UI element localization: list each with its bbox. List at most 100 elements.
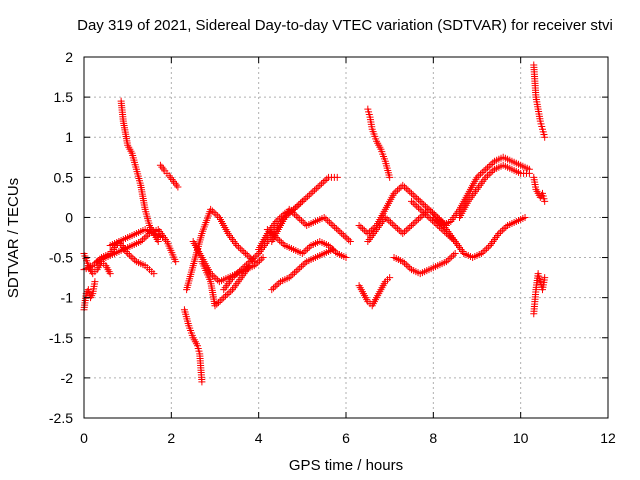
data-point <box>235 267 243 275</box>
data-point <box>399 229 407 237</box>
data-point <box>265 227 273 235</box>
data-points <box>80 61 549 386</box>
data-point <box>251 253 259 261</box>
data-point <box>275 279 283 287</box>
data-point <box>483 172 491 180</box>
data-point <box>297 199 305 207</box>
data-point <box>257 255 265 263</box>
series-arc-02 <box>80 278 99 314</box>
data-point <box>213 300 221 308</box>
data-point <box>387 218 395 226</box>
data-point <box>254 258 262 266</box>
data-point <box>142 233 150 241</box>
data-point <box>495 229 503 237</box>
data-point <box>300 248 308 256</box>
data-point <box>242 261 250 269</box>
y-tick-label: 0 <box>65 209 73 225</box>
data-point <box>331 223 339 231</box>
data-point <box>290 269 298 277</box>
data-point <box>227 287 235 295</box>
data-point <box>325 242 333 250</box>
series-arc-26 <box>530 173 549 205</box>
data-point <box>399 258 407 266</box>
data-point <box>477 250 485 258</box>
data-point <box>333 173 341 181</box>
data-point <box>406 264 414 272</box>
data-point <box>322 215 330 223</box>
data-point <box>418 199 426 207</box>
data-point <box>355 221 363 229</box>
data-point <box>448 253 456 261</box>
data-point <box>408 221 415 229</box>
data-point <box>402 261 410 269</box>
x-tick-label: 0 <box>80 430 88 446</box>
data-point <box>430 210 438 218</box>
data-point <box>482 173 490 181</box>
y-tick-label: 2 <box>65 49 73 65</box>
data-point <box>323 175 331 183</box>
data-point <box>401 259 409 267</box>
data-point <box>223 290 231 298</box>
data-point <box>541 197 549 205</box>
data-point <box>394 186 402 194</box>
data-point <box>437 225 445 233</box>
data-point <box>392 223 400 231</box>
data-point <box>416 205 424 213</box>
data-point <box>259 254 267 262</box>
data-point <box>395 185 403 193</box>
data-point <box>319 178 327 186</box>
data-point <box>287 207 295 215</box>
data-point <box>423 212 431 220</box>
data-point <box>233 242 241 250</box>
data-point <box>276 237 284 245</box>
data-point <box>239 264 247 272</box>
data-point <box>404 262 412 270</box>
data-point <box>481 246 489 254</box>
data-point <box>431 215 439 223</box>
data-point <box>406 188 414 196</box>
data-point <box>478 169 486 177</box>
data-point <box>298 250 306 258</box>
data-point <box>273 281 281 289</box>
series-arc-16 <box>268 246 337 294</box>
data-point <box>292 267 300 275</box>
series-arc-06 <box>117 97 162 246</box>
data-point <box>243 251 251 259</box>
data-point <box>385 217 393 225</box>
data-point <box>404 225 412 233</box>
data-point <box>498 226 506 234</box>
axis-ticks <box>83 56 609 419</box>
data-point <box>304 193 312 201</box>
data-point <box>277 238 285 246</box>
data-point <box>436 220 444 228</box>
data-point <box>293 202 301 210</box>
data-point <box>435 218 443 226</box>
data-point <box>289 270 297 278</box>
data-point <box>425 205 433 213</box>
data-point <box>253 251 261 259</box>
data-point <box>248 256 256 264</box>
data-point <box>238 246 246 254</box>
series-arc-14 <box>263 225 350 262</box>
data-point <box>427 207 435 215</box>
data-point <box>339 231 347 239</box>
data-point <box>289 209 297 217</box>
data-point <box>207 205 215 213</box>
y-tick-label: -1.5 <box>49 330 73 346</box>
data-point <box>345 236 353 244</box>
data-point <box>292 212 300 220</box>
data-point <box>221 292 229 300</box>
data-point <box>336 228 344 236</box>
data-point <box>242 250 250 258</box>
data-point <box>329 221 337 229</box>
data-point <box>420 209 428 217</box>
data-point <box>302 194 310 202</box>
data-point <box>442 258 450 266</box>
data-point <box>295 201 303 209</box>
data-point <box>144 231 152 239</box>
data-point <box>411 218 419 226</box>
data-point <box>413 194 421 202</box>
data-point <box>294 266 302 274</box>
data-point <box>208 207 216 215</box>
data-point <box>271 282 279 290</box>
